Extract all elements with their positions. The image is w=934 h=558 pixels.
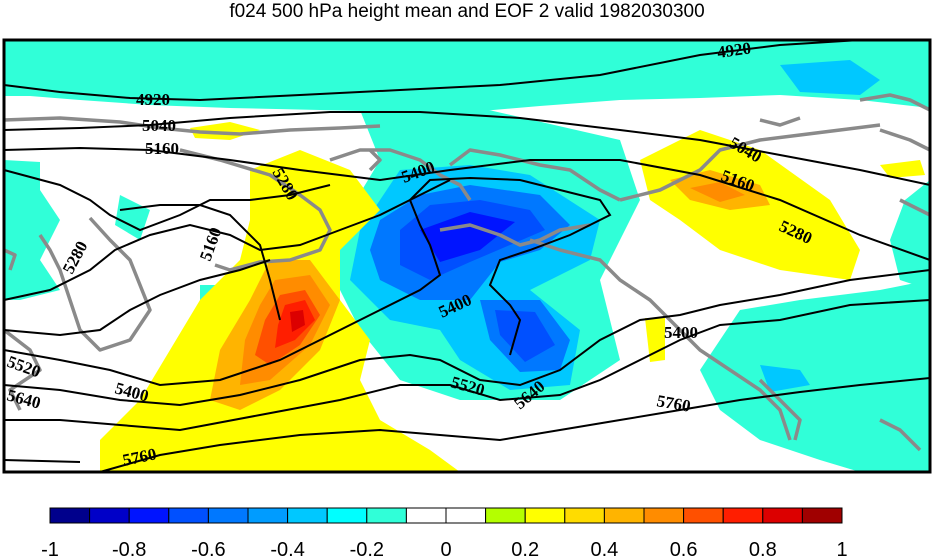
colorbar: -1 -0.8 -0.6 -0.4 -0.2 0 0.2 0.4 0.6 0.8 1: [41, 507, 848, 558]
contour-label: 4920: [716, 38, 752, 62]
colorbar-tick-label: 1: [836, 539, 847, 558]
colorbar-swatch: [603, 507, 645, 524]
colorbar-tick-label: 0.2: [511, 539, 539, 558]
colorbar-tick-label: -0.8: [112, 539, 146, 558]
colorbar-swatch: [485, 507, 526, 524]
coastlines: [2, 93, 931, 452]
map-frame: [2, 38, 932, 474]
colorbar-swatch: [405, 507, 447, 524]
colorbar-tick-label: 0: [440, 539, 451, 558]
colorbar-swatch: [168, 507, 209, 524]
colorbar-swatch: [287, 507, 328, 524]
colorbar-swatch: [247, 507, 289, 524]
colorbar-swatch: [128, 507, 170, 524]
colorbar-swatch: [643, 507, 685, 524]
contour-label: 5400: [664, 323, 698, 342]
colorbar-tick-label: -0.6: [191, 539, 225, 558]
colorbar-swatch: [445, 507, 487, 524]
height-contours: [3, 39, 931, 473]
colorbar-tick-label: -0.2: [350, 539, 384, 558]
map-title: f024 500 hPa height mean and EOF 2 valid…: [229, 1, 705, 22]
colorbar-swatch: [49, 507, 91, 524]
colorbar-swatch: [366, 507, 407, 524]
contour-label: 4920: [136, 90, 170, 109]
strong-negative-regions: [370, 185, 570, 372]
colorbar-swatch: [683, 507, 724, 524]
contour-label: 5160: [145, 139, 179, 158]
colorbar-swatch: [89, 507, 130, 524]
colorbar-tick-label: -1: [41, 539, 59, 558]
colorbar-tick-label: -0.4: [270, 539, 304, 558]
colorbar-swatch: [801, 507, 843, 524]
colorbar-swatch: [762, 507, 803, 524]
colorbar-swatch: [207, 507, 249, 524]
colorbar-tick-label: 0.6: [670, 539, 698, 558]
colorbar-swatch: [722, 507, 764, 524]
colorbar-swatch: [524, 507, 566, 524]
colorbar-tick-label: 0.8: [749, 539, 777, 558]
colorbar-swatch: [564, 507, 605, 524]
colorbar-tick-label: 0.4: [590, 539, 618, 558]
colorbar-swatch: [326, 507, 368, 524]
contour-label: 5040: [142, 116, 176, 135]
